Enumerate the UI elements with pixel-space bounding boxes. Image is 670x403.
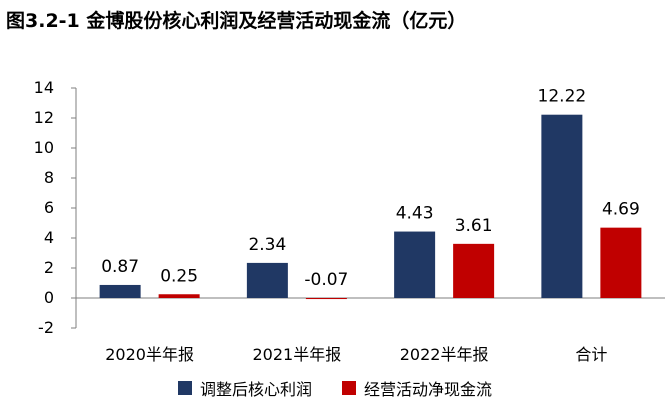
data-label: 0.25 — [160, 266, 198, 286]
chart-title: 图3.2-1 金博股份核心利润及经营活动现金流（亿元） — [6, 10, 467, 32]
bar-cash-flow — [453, 243, 495, 298]
y-tick-label: 14 — [34, 78, 54, 97]
data-label: 2.34 — [248, 235, 286, 255]
y-tick-label: 10 — [34, 138, 54, 157]
data-label: 4.43 — [396, 204, 434, 224]
bar-core-profit — [541, 114, 583, 298]
bar-core-profit — [246, 262, 288, 298]
x-category-label: 2021半年报 — [253, 345, 342, 364]
x-category-label: 2020半年报 — [105, 345, 194, 364]
legend-swatch-cash-flow — [342, 381, 356, 395]
bar-cash-flow — [158, 294, 200, 298]
data-label: 4.69 — [602, 200, 640, 220]
y-tick-label: -2 — [38, 318, 54, 337]
bars — [99, 114, 642, 300]
legend-swatch-core-profit — [177, 381, 192, 395]
data-label: 3.61 — [455, 216, 493, 236]
legend-item-cash-flow: 经营活动净现金流 — [342, 376, 492, 400]
bar-cash-flow — [305, 298, 347, 300]
data-label: 0.87 — [101, 257, 139, 277]
y-tick-label: 4 — [44, 228, 54, 247]
bar-cash-flow — [600, 227, 642, 298]
y-tick-label: 12 — [34, 108, 54, 127]
bar-core-profit — [394, 231, 436, 298]
x-axis-categories: 2020半年报 2021半年报 2022半年报 合计 — [105, 345, 607, 364]
data-label: -0.07 — [304, 270, 348, 290]
y-tick-label: 8 — [44, 168, 54, 187]
legend-item-core-profit: 调整后核心利润 — [177, 376, 312, 400]
y-tick-label: 0 — [44, 288, 54, 307]
data-labels: 0.87 0.25 2.34 -0.07 4.43 3.61 12.22 4.69 — [101, 87, 640, 290]
bar-core-profit — [99, 284, 141, 298]
y-tick-label: 6 — [44, 198, 54, 217]
x-category-label: 合计 — [575, 345, 607, 364]
legend-label-core-profit: 调整后核心利润 — [199, 380, 312, 399]
data-label: 12.22 — [538, 87, 587, 107]
y-tick-label: 2 — [44, 258, 54, 277]
legend-label-cash-flow: 经营活动净现金流 — [364, 380, 493, 399]
legend: 调整后核心利润 经营活动净现金流 — [0, 376, 670, 400]
x-category-label: 2022半年报 — [400, 345, 489, 364]
